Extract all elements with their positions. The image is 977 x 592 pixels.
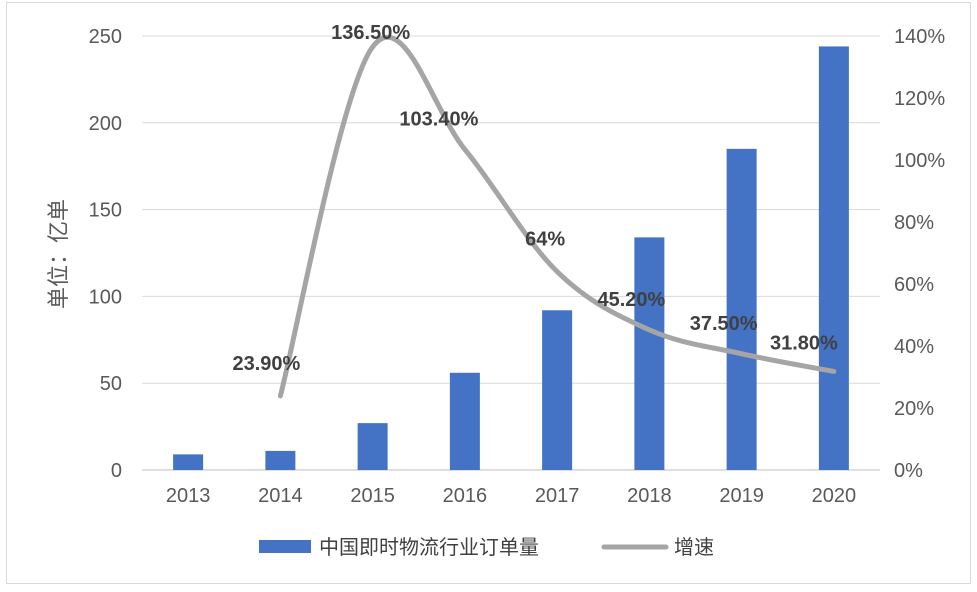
y2-tick-label: 120% xyxy=(894,88,945,110)
data-label: 64% xyxy=(525,229,565,251)
y2-tick-label: 100% xyxy=(894,150,945,172)
growth-line xyxy=(277,34,837,399)
y-tick-label: 0 xyxy=(111,460,122,482)
y2-tick-label: 0% xyxy=(894,460,923,482)
legend-label-line: 增速 xyxy=(674,535,714,559)
bar-series xyxy=(173,46,849,470)
y2-tick-label: 20% xyxy=(894,398,934,420)
data-label: 37.50% xyxy=(690,313,758,335)
data-labels: 23.90% 136.50% 103.40% 64% 45.20% 37.50% 31.80… xyxy=(232,22,838,375)
chart-frame xyxy=(6,2,971,584)
bar xyxy=(449,372,480,470)
data-label: 103.40% xyxy=(399,108,478,130)
y2-tick-label: 60% xyxy=(894,274,934,296)
line-series xyxy=(277,34,837,399)
x-tick-label: 2014 xyxy=(258,485,303,507)
y-tick-label: 100 xyxy=(89,286,122,308)
y2-tick-label: 40% xyxy=(894,336,934,358)
x-tick-label: 2013 xyxy=(166,485,211,507)
y-tick-label: 150 xyxy=(89,200,122,222)
x-tick-label: 2015 xyxy=(350,485,395,507)
right-axis: 0% 20% 40% 60% 80% 100% 120% 140% xyxy=(894,26,945,482)
x-tick-label: 2016 xyxy=(443,485,488,507)
data-label: 45.20% xyxy=(597,289,665,311)
left-axis: 0 50 100 150 200 250 xyxy=(89,26,122,482)
y2-tick-label: 140% xyxy=(894,26,945,48)
bar xyxy=(173,454,204,470)
legend: 中国即时物流行业订单量 增速 xyxy=(259,535,714,559)
bar xyxy=(265,450,296,470)
x-axis: 2013 2014 2015 2016 2017 2018 2019 2020 xyxy=(166,485,856,507)
gridlines xyxy=(142,35,880,471)
data-label: 31.80% xyxy=(770,332,838,354)
bar xyxy=(818,46,849,470)
y-tick-label: 50 xyxy=(100,373,122,395)
bar xyxy=(542,310,573,470)
y2-tick-label: 80% xyxy=(894,212,934,234)
x-tick-label: 2017 xyxy=(535,485,580,507)
legend-label-bar: 中国即时物流行业订单量 xyxy=(319,535,539,559)
x-tick-label: 2020 xyxy=(812,485,857,507)
y-axis-label: 单位：亿单 xyxy=(47,199,72,309)
y-tick-label: 200 xyxy=(89,113,122,135)
bar xyxy=(634,237,665,470)
x-tick-label: 2018 xyxy=(627,485,672,507)
data-label: 23.90% xyxy=(232,353,300,375)
legend-swatch-bar xyxy=(259,540,311,553)
bar xyxy=(726,148,757,470)
data-label: 136.50% xyxy=(331,22,410,44)
y-tick-label: 250 xyxy=(89,26,122,48)
bar xyxy=(357,423,388,470)
x-tick-label: 2019 xyxy=(719,485,764,507)
